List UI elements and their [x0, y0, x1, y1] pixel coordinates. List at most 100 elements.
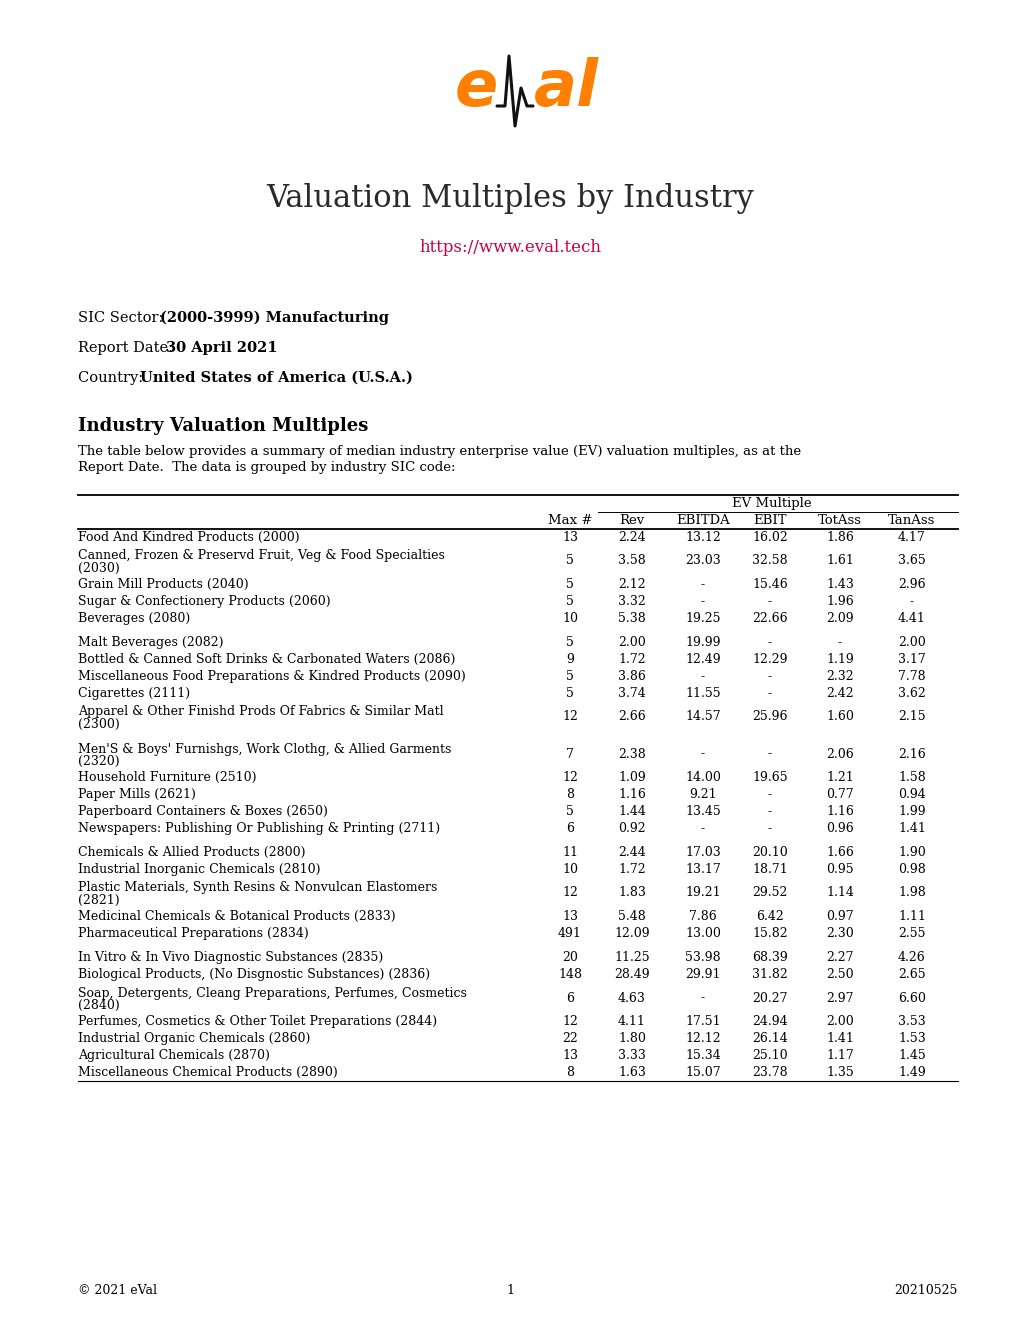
Text: Industry Valuation Multiples: Industry Valuation Multiples — [77, 417, 368, 436]
Text: 1.16: 1.16 — [618, 788, 645, 801]
Text: 23.78: 23.78 — [751, 1067, 787, 1078]
Text: 23.03: 23.03 — [685, 554, 720, 568]
Text: 9: 9 — [566, 653, 574, 667]
Text: 15.82: 15.82 — [751, 927, 787, 940]
Text: In Vitro & In Vivo Diagnostic Substances (2835): In Vitro & In Vivo Diagnostic Substances… — [77, 950, 383, 964]
Text: 19.21: 19.21 — [685, 887, 720, 899]
Text: 29.91: 29.91 — [685, 968, 720, 981]
Text: 1.21: 1.21 — [825, 771, 853, 784]
Text: Cigarettes (2111): Cigarettes (2111) — [77, 686, 190, 700]
Text: 1.72: 1.72 — [618, 653, 645, 667]
Text: 1.66: 1.66 — [825, 846, 853, 859]
Text: 1.19: 1.19 — [825, 653, 853, 667]
Text: 1.96: 1.96 — [825, 595, 853, 609]
Text: 12: 12 — [561, 710, 578, 723]
Text: 1.41: 1.41 — [897, 822, 925, 836]
Text: 2.12: 2.12 — [618, 578, 645, 591]
Text: 28.49: 28.49 — [613, 968, 649, 981]
Text: Industrial Organic Chemicals (2860): Industrial Organic Chemicals (2860) — [77, 1032, 310, 1045]
Text: 1.41: 1.41 — [825, 1032, 853, 1045]
Text: -: - — [700, 671, 704, 682]
Text: 11: 11 — [561, 846, 578, 859]
Text: © 2021 eVal: © 2021 eVal — [77, 1283, 157, 1296]
Text: (2821): (2821) — [77, 894, 119, 907]
Text: Malt Beverages (2082): Malt Beverages (2082) — [77, 636, 223, 649]
Text: 11.55: 11.55 — [685, 686, 720, 700]
Text: 19.65: 19.65 — [751, 771, 787, 784]
Text: -: - — [767, 805, 771, 818]
Text: -: - — [767, 636, 771, 649]
Text: 5: 5 — [566, 636, 574, 649]
Text: 2.65: 2.65 — [898, 968, 925, 981]
Text: 3.32: 3.32 — [618, 595, 645, 609]
Text: -: - — [767, 747, 771, 760]
Text: 11.25: 11.25 — [613, 950, 649, 964]
Text: 1.60: 1.60 — [825, 710, 853, 723]
Text: 12.12: 12.12 — [685, 1032, 720, 1045]
Text: 5: 5 — [566, 578, 574, 591]
Text: 25.96: 25.96 — [752, 710, 787, 723]
Text: -: - — [700, 822, 704, 836]
Text: -: - — [767, 788, 771, 801]
Text: Miscellaneous Chemical Products (2890): Miscellaneous Chemical Products (2890) — [77, 1067, 337, 1078]
Text: 2.15: 2.15 — [898, 710, 925, 723]
Text: 22: 22 — [561, 1032, 578, 1045]
Text: 12.29: 12.29 — [752, 653, 787, 667]
Text: Apparel & Other Finishd Prods Of Fabrics & Similar Matl: Apparel & Other Finishd Prods Of Fabrics… — [77, 705, 443, 718]
Text: 3.62: 3.62 — [898, 686, 925, 700]
Text: -: - — [909, 595, 913, 609]
Text: -: - — [767, 671, 771, 682]
Text: 1.44: 1.44 — [618, 805, 645, 818]
Text: 2.66: 2.66 — [618, 710, 645, 723]
Text: 1.43: 1.43 — [825, 578, 853, 591]
Text: Household Furniture (2510): Household Furniture (2510) — [77, 771, 256, 784]
Text: 6.60: 6.60 — [897, 991, 925, 1005]
Text: 3.65: 3.65 — [898, 554, 925, 568]
Text: Chemicals & Allied Products (2800): Chemicals & Allied Products (2800) — [77, 846, 306, 859]
Text: 5: 5 — [566, 686, 574, 700]
Text: 0.95: 0.95 — [825, 863, 853, 876]
Text: 32.58: 32.58 — [751, 554, 787, 568]
Text: 2.55: 2.55 — [898, 927, 925, 940]
Text: Industrial Inorganic Chemicals (2810): Industrial Inorganic Chemicals (2810) — [77, 863, 320, 876]
Text: 12.49: 12.49 — [685, 653, 720, 667]
Text: Sugar & Confectionery Products (2060): Sugar & Confectionery Products (2060) — [77, 595, 330, 609]
Text: 13.00: 13.00 — [685, 927, 720, 940]
Text: 14.57: 14.57 — [685, 710, 720, 723]
Text: 0.96: 0.96 — [825, 822, 853, 836]
Text: 491: 491 — [557, 927, 582, 940]
Text: 3.74: 3.74 — [618, 686, 645, 700]
Text: 2.30: 2.30 — [825, 927, 853, 940]
Text: Beverages (2080): Beverages (2080) — [77, 612, 191, 624]
Text: 2.97: 2.97 — [825, 991, 853, 1005]
Text: Food And Kindred Products (2000): Food And Kindred Products (2000) — [77, 531, 300, 544]
Text: 1.86: 1.86 — [825, 531, 853, 544]
Text: https://www.eval.tech: https://www.eval.tech — [419, 239, 600, 256]
Text: Men'S & Boys' Furnishgs, Work Clothg, & Allied Garments: Men'S & Boys' Furnishgs, Work Clothg, & … — [77, 742, 451, 755]
Text: 7: 7 — [566, 747, 574, 760]
Text: 20: 20 — [561, 950, 578, 964]
Text: Bottled & Canned Soft Drinks & Carbonated Waters (2086): Bottled & Canned Soft Drinks & Carbonate… — [77, 653, 454, 667]
Text: Paper Mills (2621): Paper Mills (2621) — [77, 788, 196, 801]
Text: 1.61: 1.61 — [825, 554, 853, 568]
Text: 5: 5 — [566, 671, 574, 682]
Text: Agricultural Chemicals (2870): Agricultural Chemicals (2870) — [77, 1049, 270, 1063]
Text: -: - — [838, 636, 842, 649]
Text: TanAss: TanAss — [888, 513, 934, 527]
Text: 2.00: 2.00 — [825, 1015, 853, 1028]
Text: Pharmaceutical Preparations (2834): Pharmaceutical Preparations (2834) — [77, 927, 309, 940]
Text: 2.00: 2.00 — [898, 636, 925, 649]
Text: 24.94: 24.94 — [751, 1015, 787, 1028]
Text: Valuation Multiples by Industry: Valuation Multiples by Industry — [266, 182, 753, 214]
Text: (2030): (2030) — [77, 561, 119, 574]
Text: 8: 8 — [566, 788, 574, 801]
Text: Rev: Rev — [619, 513, 644, 527]
Text: United States of America (U.S.A.): United States of America (U.S.A.) — [140, 371, 413, 385]
Text: 5: 5 — [566, 805, 574, 818]
Text: -: - — [767, 822, 771, 836]
Text: 18.71: 18.71 — [751, 863, 787, 876]
Text: -: - — [767, 686, 771, 700]
Text: 1.58: 1.58 — [898, 771, 925, 784]
Text: 8: 8 — [566, 1067, 574, 1078]
Text: 1.80: 1.80 — [618, 1032, 645, 1045]
